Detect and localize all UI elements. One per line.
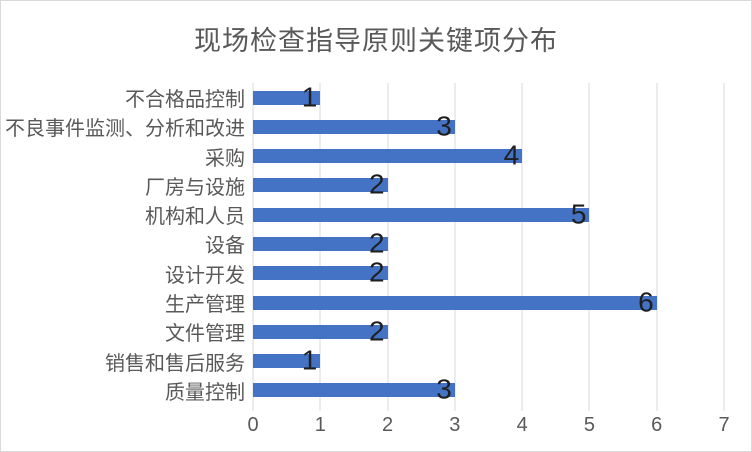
bar [253,149,523,164]
gridline [723,83,725,411]
data-label: 1 [301,81,318,113]
bar-row: 4 [253,139,724,171]
x-tick-label: 2 [382,414,394,436]
bar-row: 1 [253,83,724,112]
bar [253,266,388,281]
x-tick-label: 3 [449,414,461,436]
gridline [656,83,658,411]
bar [253,354,321,369]
data-label: 5 [570,198,587,230]
data-label: 1 [301,344,318,376]
data-label: 2 [368,168,385,200]
bar-row: 2 [253,168,724,200]
data-label: 2 [368,256,385,288]
x-tick-label: 5 [583,414,595,436]
category-label: 不合格品控制 [125,89,245,112]
gridline [521,83,523,411]
bar-row: 3 [253,112,724,141]
data-label: 2 [368,315,385,347]
bar [253,178,388,193]
data-label: 3 [436,373,452,405]
category-label: 文件管理 [165,323,245,346]
y-axis-labels: 不合格品控制不良事件监测、分析和改进采购厂房与设施机构和人员设备设计开发生产管理… [1,83,245,405]
category-label: 设备 [205,235,245,258]
gridline [387,83,389,411]
category-label: 设计开发 [165,264,245,287]
category-label: 厂房与设施 [145,176,245,199]
data-label: 3 [436,110,452,142]
x-tick-label: 6 [651,414,663,436]
gridline [588,83,590,411]
x-axis-labels: 0 1 2 3 4 5 6 7 [247,414,729,439]
x-tick-label: 0 [247,414,259,436]
chart-title: 现场检查指导原则关键项分布 [194,26,558,56]
bar [253,236,388,251]
bar [253,207,590,222]
bar-row: 2 [253,229,724,258]
category-label: 销售和售后服务 [105,352,245,375]
category-label: 采购 [205,147,245,170]
x-tick-label: 4 [516,414,528,436]
bar-row: 3 [253,373,724,405]
bar [253,119,455,134]
category-label: 质量控制 [165,381,245,404]
bar [253,383,455,398]
x-tick-label: 7 [718,414,730,436]
bar-row: 2 [253,256,724,288]
bar-row: 6 [253,285,724,317]
data-label: 4 [503,139,520,171]
gridline [454,83,456,411]
bar [253,90,321,105]
category-label: 机构和人员 [145,206,245,229]
category-label: 不良事件监测、分析和改进 [5,118,245,141]
bar-row: 5 [253,200,724,229]
bar-row: 1 [253,346,724,375]
bar [253,324,388,339]
data-label: 6 [638,285,654,317]
category-label: 生产管理 [165,294,245,317]
bar [253,295,657,310]
data-label: 2 [368,227,385,259]
x-tick-label: 1 [314,414,326,436]
bar-row: 2 [253,317,724,346]
